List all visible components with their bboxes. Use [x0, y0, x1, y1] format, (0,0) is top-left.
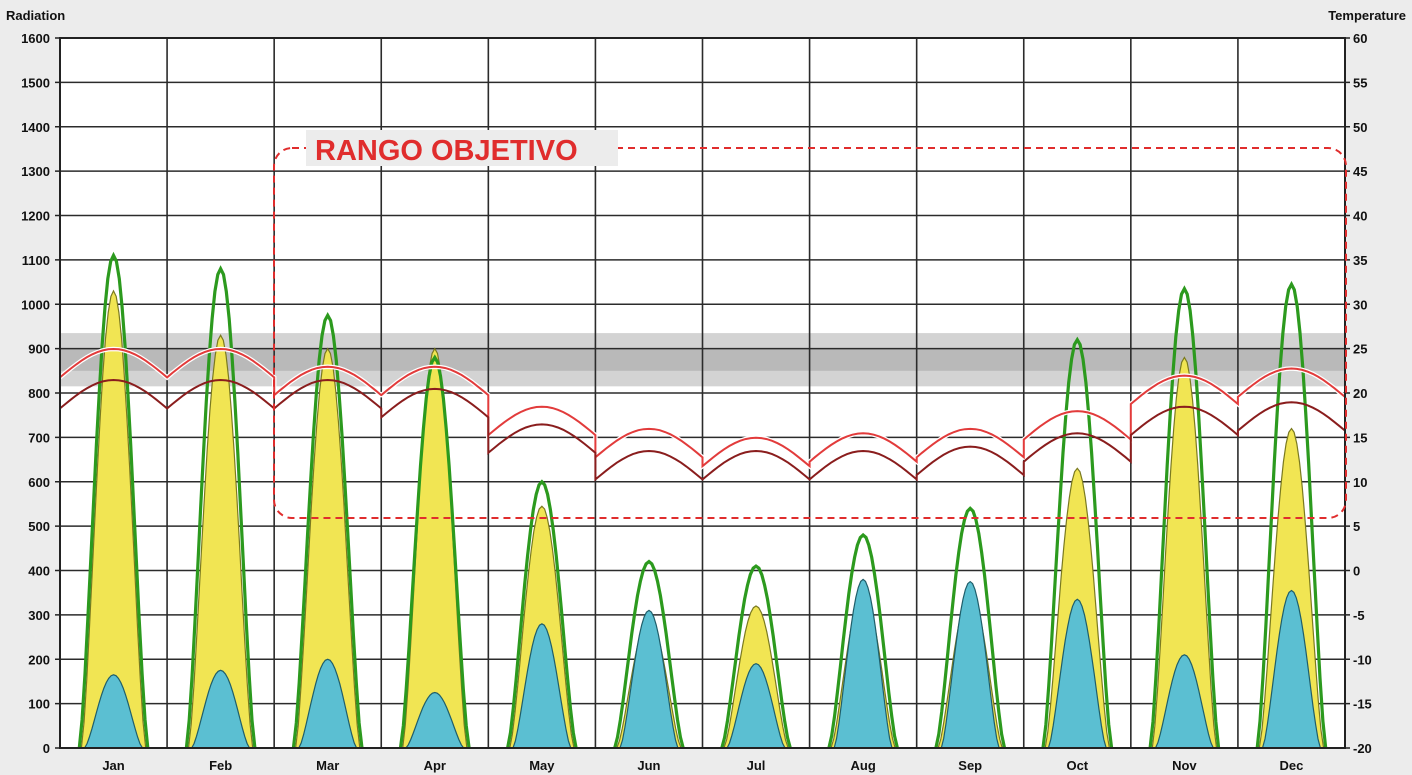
green-line-oct — [1041, 336, 1114, 749]
month-label: Jul — [747, 758, 766, 773]
month-label: Apr — [424, 758, 446, 773]
yellow-area-jan — [80, 289, 147, 749]
left-tick-label: 400 — [28, 564, 50, 579]
left-tick-label: 1100 — [22, 253, 50, 268]
month-axis: Jan Feb Mar Apr May Jun Jul Aug Sep Oct Nov Dec — [102, 758, 1303, 773]
right-tick-label: 50 — [1353, 120, 1367, 135]
month-label: Nov — [1172, 758, 1197, 773]
month-label: Aug — [850, 758, 875, 773]
month-label: Mar — [316, 758, 339, 773]
left-tick-label: 1400 — [21, 120, 50, 135]
right-tick-label: 35 — [1353, 253, 1367, 268]
right-tick-label: -20 — [1353, 741, 1372, 756]
left-tick-label: 1600 — [21, 31, 50, 46]
green-line-nov — [1148, 285, 1221, 749]
right-tick-label: 5 — [1353, 519, 1360, 534]
left-tick-label: 600 — [28, 475, 50, 490]
right-tick-label: -10 — [1353, 652, 1372, 667]
green-line-feb — [184, 265, 257, 749]
green-line-dec — [1255, 280, 1328, 749]
left-axis: 0 100 200 300 400 500 600 700 800 900 1000 1100 1200… — [21, 31, 60, 756]
target-range-label-backing — [306, 130, 618, 166]
yellow-area-feb — [187, 334, 254, 749]
green-line-sep — [934, 506, 1007, 749]
left-tick-label: 1000 — [21, 297, 50, 312]
month-label: Dec — [1280, 758, 1304, 773]
right-tick-label: 55 — [1353, 75, 1367, 90]
blue-area-jun — [619, 609, 679, 749]
blue-area-jan — [83, 674, 144, 749]
blue-area-mar — [297, 658, 358, 749]
blue-area-dec — [1261, 589, 1322, 749]
target-range-box — [273, 147, 1347, 519]
right-tick-label: 40 — [1353, 209, 1367, 224]
left-axis-title: Radiation — [6, 8, 65, 23]
right-tick-label: -15 — [1353, 697, 1372, 712]
target-range-annotation: RANGO OBJETIVO — [273, 130, 1347, 519]
month-label: Feb — [209, 758, 232, 773]
blue-area-feb — [190, 669, 251, 749]
month-label: Jan — [102, 758, 124, 773]
right-tick-label: 15 — [1353, 430, 1367, 445]
right-axis: -20 -15 -10 -5 0 5 10 15 20 25 30 35 40 45 50 55 60 — [1345, 31, 1372, 756]
right-tick-label: 60 — [1353, 31, 1367, 46]
blue-area-may — [512, 623, 572, 749]
left-tick-label: 900 — [28, 342, 50, 357]
blue-area-jul — [726, 663, 786, 749]
left-tick-label: 0 — [43, 741, 50, 756]
month-label: Sep — [958, 758, 982, 773]
month-label: May — [529, 758, 555, 773]
yellow-area-mar — [294, 347, 361, 749]
right-tick-label: 45 — [1353, 164, 1367, 179]
left-tick-label: 800 — [28, 386, 50, 401]
left-tick-label: 1300 — [21, 164, 50, 179]
green-line-jun — [613, 559, 685, 749]
temperature-line-red — [59, 347, 1346, 469]
month-label: Jun — [637, 758, 660, 773]
right-tick-label: 10 — [1353, 475, 1367, 490]
right-tick-label: 30 — [1353, 297, 1367, 312]
right-tick-label: 25 — [1353, 342, 1367, 357]
left-tick-label: 700 — [28, 430, 50, 445]
left-tick-label: 1200 — [21, 209, 50, 224]
green-line-jan — [77, 251, 150, 749]
blue-area-oct — [1047, 598, 1107, 749]
left-tick-label: 500 — [28, 519, 50, 534]
temperature-line-dark — [59, 378, 1346, 482]
target-range-label: RANGO OBJETIVO — [315, 135, 578, 167]
left-tick-label: 1500 — [21, 75, 50, 90]
blue-area-nov — [1154, 654, 1215, 749]
plot-area — [58, 37, 1347, 749]
yellow-area-nov — [1151, 356, 1218, 749]
right-tick-label: 0 — [1353, 564, 1360, 579]
right-axis-title: Temperature — [1328, 8, 1406, 23]
green-line-apr — [398, 354, 471, 749]
month-label: Oct — [1066, 758, 1088, 773]
blue-area-aug — [833, 578, 893, 749]
blue-area-sep — [940, 580, 1000, 749]
green-line-jul — [720, 564, 792, 749]
left-tick-label: 200 — [28, 652, 50, 667]
green-line-may — [506, 479, 578, 749]
green-line-mar — [291, 311, 364, 749]
green-line-aug — [827, 532, 899, 749]
right-tick-label: -5 — [1353, 608, 1365, 623]
left-tick-label: 300 — [28, 608, 50, 623]
left-tick-label: 100 — [28, 697, 50, 712]
blue-area-apr — [404, 691, 465, 749]
right-tick-label: 20 — [1353, 386, 1367, 401]
